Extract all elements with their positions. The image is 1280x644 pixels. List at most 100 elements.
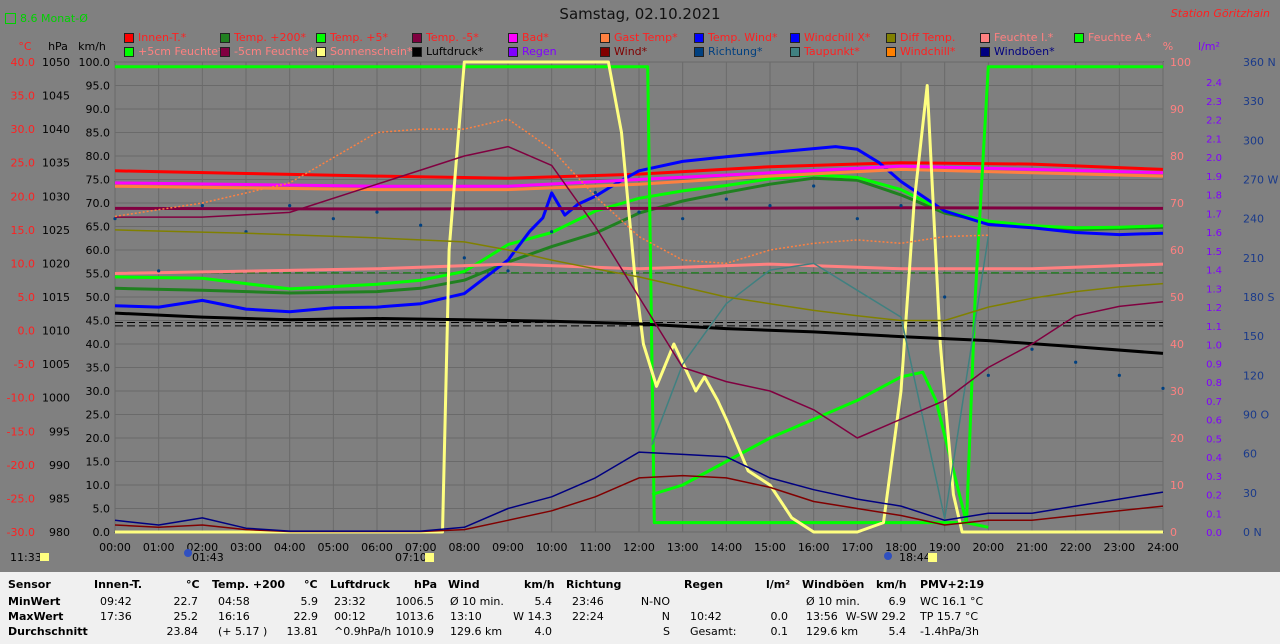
hpa-tick-label: 1045	[42, 90, 70, 103]
temp-tick-label: 20.0	[11, 190, 36, 203]
table-header-temp: Temp. +200	[212, 578, 286, 591]
direction-point	[200, 204, 204, 208]
legend-label: Luftdruck*	[426, 45, 484, 58]
moonset-label: 01:43	[192, 551, 224, 564]
legend-swatch-icon	[886, 46, 896, 57]
rain-tick-label: 1.3	[1206, 284, 1222, 295]
direction-point	[681, 217, 685, 221]
table-cell: 13.81	[286, 625, 319, 638]
kmh-tick-label: 55.0	[86, 268, 111, 281]
chart-title: Samstag, 02.10.2021	[559, 5, 721, 23]
table-cell: N-NO	[640, 595, 670, 608]
legend-item: Sonnenschein*	[316, 45, 412, 58]
legend-label: Regen	[522, 45, 557, 58]
x-tick-label: 19:00	[929, 541, 961, 554]
sun-icon	[884, 552, 892, 560]
series-line	[651, 370, 989, 529]
hpa-tick-label: 1005	[42, 358, 70, 371]
table-cell: -1.4hPa/3h	[920, 625, 979, 638]
legend-item: Regen	[508, 45, 557, 58]
temp-tick-label: 25.0	[11, 157, 36, 170]
legend-label: Feuchte I.*	[994, 31, 1054, 44]
series-line	[651, 236, 990, 520]
table-cell: WC 16.1 °C	[920, 595, 984, 608]
table-cell: 25.2	[173, 610, 199, 623]
table-header-temp-unit: °C	[304, 578, 318, 591]
month-average-icon	[5, 13, 16, 24]
hpa-tick-label: 1020	[42, 257, 70, 270]
table-cell: 13:56	[806, 610, 838, 623]
temp-tick-label: 10.0	[11, 257, 36, 270]
legend-item: Taupunkt*	[790, 45, 860, 58]
table-cell: Ø 10 min.	[806, 595, 860, 608]
x-tick-label: 04:00	[274, 541, 306, 554]
table-cell: 5.4	[534, 595, 553, 608]
pct-tick-label: 40	[1170, 338, 1184, 351]
legend-swatch-icon	[600, 46, 610, 57]
legend-item: Bad*	[508, 31, 549, 44]
kmh-tick-label: 45.0	[86, 315, 111, 328]
direction-tick-label: 150	[1243, 330, 1264, 343]
moonrise-icon	[40, 553, 49, 561]
rain-tick-label: 0.5	[1206, 434, 1222, 445]
rain-tick-label: 0.8	[1206, 378, 1222, 389]
series-line	[114, 173, 1164, 291]
sunrise-label: 07:10	[395, 551, 427, 564]
legend-label: Bad*	[522, 31, 549, 44]
x-tick-label: 01:00	[143, 541, 175, 554]
legend-item: +5cm Feuchte*	[124, 45, 224, 58]
legend-item: Windchill*	[886, 45, 955, 58]
x-tick-label: 18:00	[885, 541, 917, 554]
table-header-wind: Wind	[448, 578, 480, 591]
legend-label: Innen-T.*	[138, 31, 187, 44]
direction-tick-label: 360 N	[1243, 56, 1276, 69]
kmh-tick-label: 70.0	[86, 197, 111, 210]
series-line	[114, 311, 1164, 355]
legend-item: Temp. +5*	[316, 31, 388, 44]
table-cell: 129.6 km	[806, 625, 859, 638]
legend-label: Temp. Wind*	[708, 31, 778, 44]
rain-tick-label: 0.2	[1206, 491, 1222, 502]
sunset-label: 18:44	[899, 551, 931, 564]
direction-tick-label: 60	[1243, 448, 1257, 461]
direction-point	[637, 210, 641, 214]
direction-point	[1074, 360, 1078, 364]
kmh-tick-label: 95.0	[86, 80, 111, 93]
kmh-unit-label: km/h	[78, 40, 106, 53]
table-cell: 0.1	[770, 625, 789, 638]
table-cell: 1013.6	[395, 610, 435, 623]
table-header-luft-unit: hPa	[414, 578, 438, 591]
legend-swatch-icon	[694, 46, 704, 57]
pct-tick-label: 30	[1170, 385, 1184, 398]
table-header-regen-unit: l/m²	[766, 578, 791, 591]
x-tick-label: 10:00	[536, 541, 568, 554]
pct-tick-label: 10	[1170, 479, 1184, 492]
x-tick-label: 12:00	[623, 541, 655, 554]
x-tick-label: 02:00	[186, 541, 218, 554]
legend-swatch-icon	[124, 32, 134, 43]
direction-tick-label: 240	[1243, 213, 1264, 226]
hpa-tick-label: 1010	[42, 325, 70, 338]
rain-tick-label: 1.1	[1206, 322, 1222, 333]
kmh-tick-label: 20.0	[86, 432, 111, 445]
legend-swatch-icon	[790, 32, 800, 43]
legend-label: Diff Temp.	[900, 31, 956, 44]
direction-point	[724, 197, 728, 201]
table-cell: 09:42	[100, 595, 132, 608]
rain-tick-label: 0.6	[1206, 416, 1222, 427]
series-line	[115, 60, 1163, 534]
station-name: Station Göritzhain	[1170, 7, 1270, 20]
rain-tick-label: 0.0	[1206, 528, 1222, 539]
table-cell: 00:12	[334, 610, 366, 623]
x-tick-label: 06:00	[361, 541, 393, 554]
legend-label: Wind*	[614, 45, 648, 58]
direction-tick-label: 0 N	[1243, 526, 1262, 539]
table-cell: 129.6 km	[450, 625, 503, 638]
series-line	[114, 206, 1164, 211]
pct-tick-label: 0	[1170, 526, 1177, 539]
table-cell: 23:32	[334, 595, 366, 608]
legend-label: Temp. -5*	[426, 31, 479, 44]
direction-point	[288, 204, 292, 208]
legend-label: Windchill*	[900, 45, 956, 58]
legend-label: Windchill X*	[804, 31, 871, 44]
